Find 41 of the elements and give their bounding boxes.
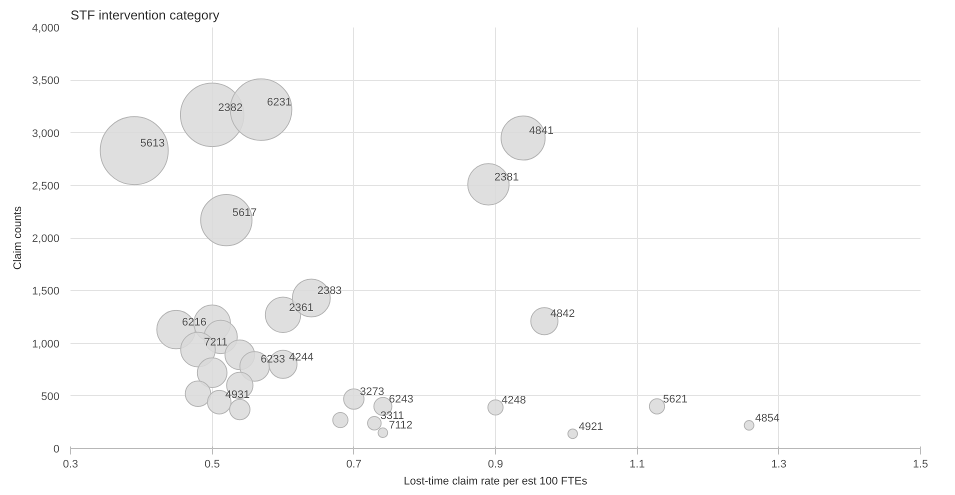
x-tick-label: 1.5: [912, 458, 928, 470]
x-tick-label: 0.7: [346, 458, 362, 470]
y-tick-label: 2,500: [32, 180, 60, 192]
annotation: 7211: [204, 336, 228, 349]
y-tick-label: 2,000: [32, 233, 60, 245]
y-tick-label: 3,500: [32, 75, 60, 88]
y-tick-label: 4,000: [32, 22, 60, 34]
chart-title: STF intervention category: [70, 8, 220, 22]
y-tick-label: 1,500: [32, 286, 60, 298]
annotation: 4842: [550, 308, 575, 320]
annotation: 2383: [317, 284, 342, 297]
annotation: 5621: [663, 393, 688, 406]
x-tick-label: 0.5: [204, 458, 220, 470]
y-tick-label: 3,000: [32, 128, 60, 140]
y-tick-label: 500: [41, 390, 60, 403]
annotation: 2361: [289, 302, 314, 314]
x-axis-title: Lost-time claim rate per est 100 FTEs: [404, 476, 588, 488]
annotation: 6216: [182, 316, 207, 329]
annotation: 7112: [388, 420, 413, 432]
annotation: 5617: [232, 207, 257, 220]
annotation: 4244: [289, 351, 314, 364]
annotation: 2382: [218, 102, 243, 114]
y-tick-label: 1,000: [32, 338, 60, 350]
annotation: 4248: [502, 394, 526, 406]
x-tick-label: 0.9: [488, 458, 504, 470]
y-axis-title: Claim counts: [12, 206, 24, 270]
y-tick-label: 0: [53, 444, 60, 456]
annotation: 4841: [529, 125, 554, 138]
annotation: 6231: [267, 96, 292, 109]
annotation: 2381: [494, 171, 519, 184]
annotation: 5613: [140, 138, 165, 150]
annotation: 4854: [755, 412, 780, 424]
annotation: 3311: [380, 410, 404, 422]
x-tick-label: 0.3: [62, 458, 78, 470]
annotation: 6243: [388, 393, 414, 406]
x-tick-label: 1.3: [771, 458, 786, 470]
annotation: 6233: [260, 353, 286, 366]
annotation: 4921: [578, 420, 604, 433]
x-tick-label: 1.1: [630, 458, 645, 470]
annotation: 3273: [360, 386, 384, 398]
annotation: 4931: [225, 389, 250, 402]
